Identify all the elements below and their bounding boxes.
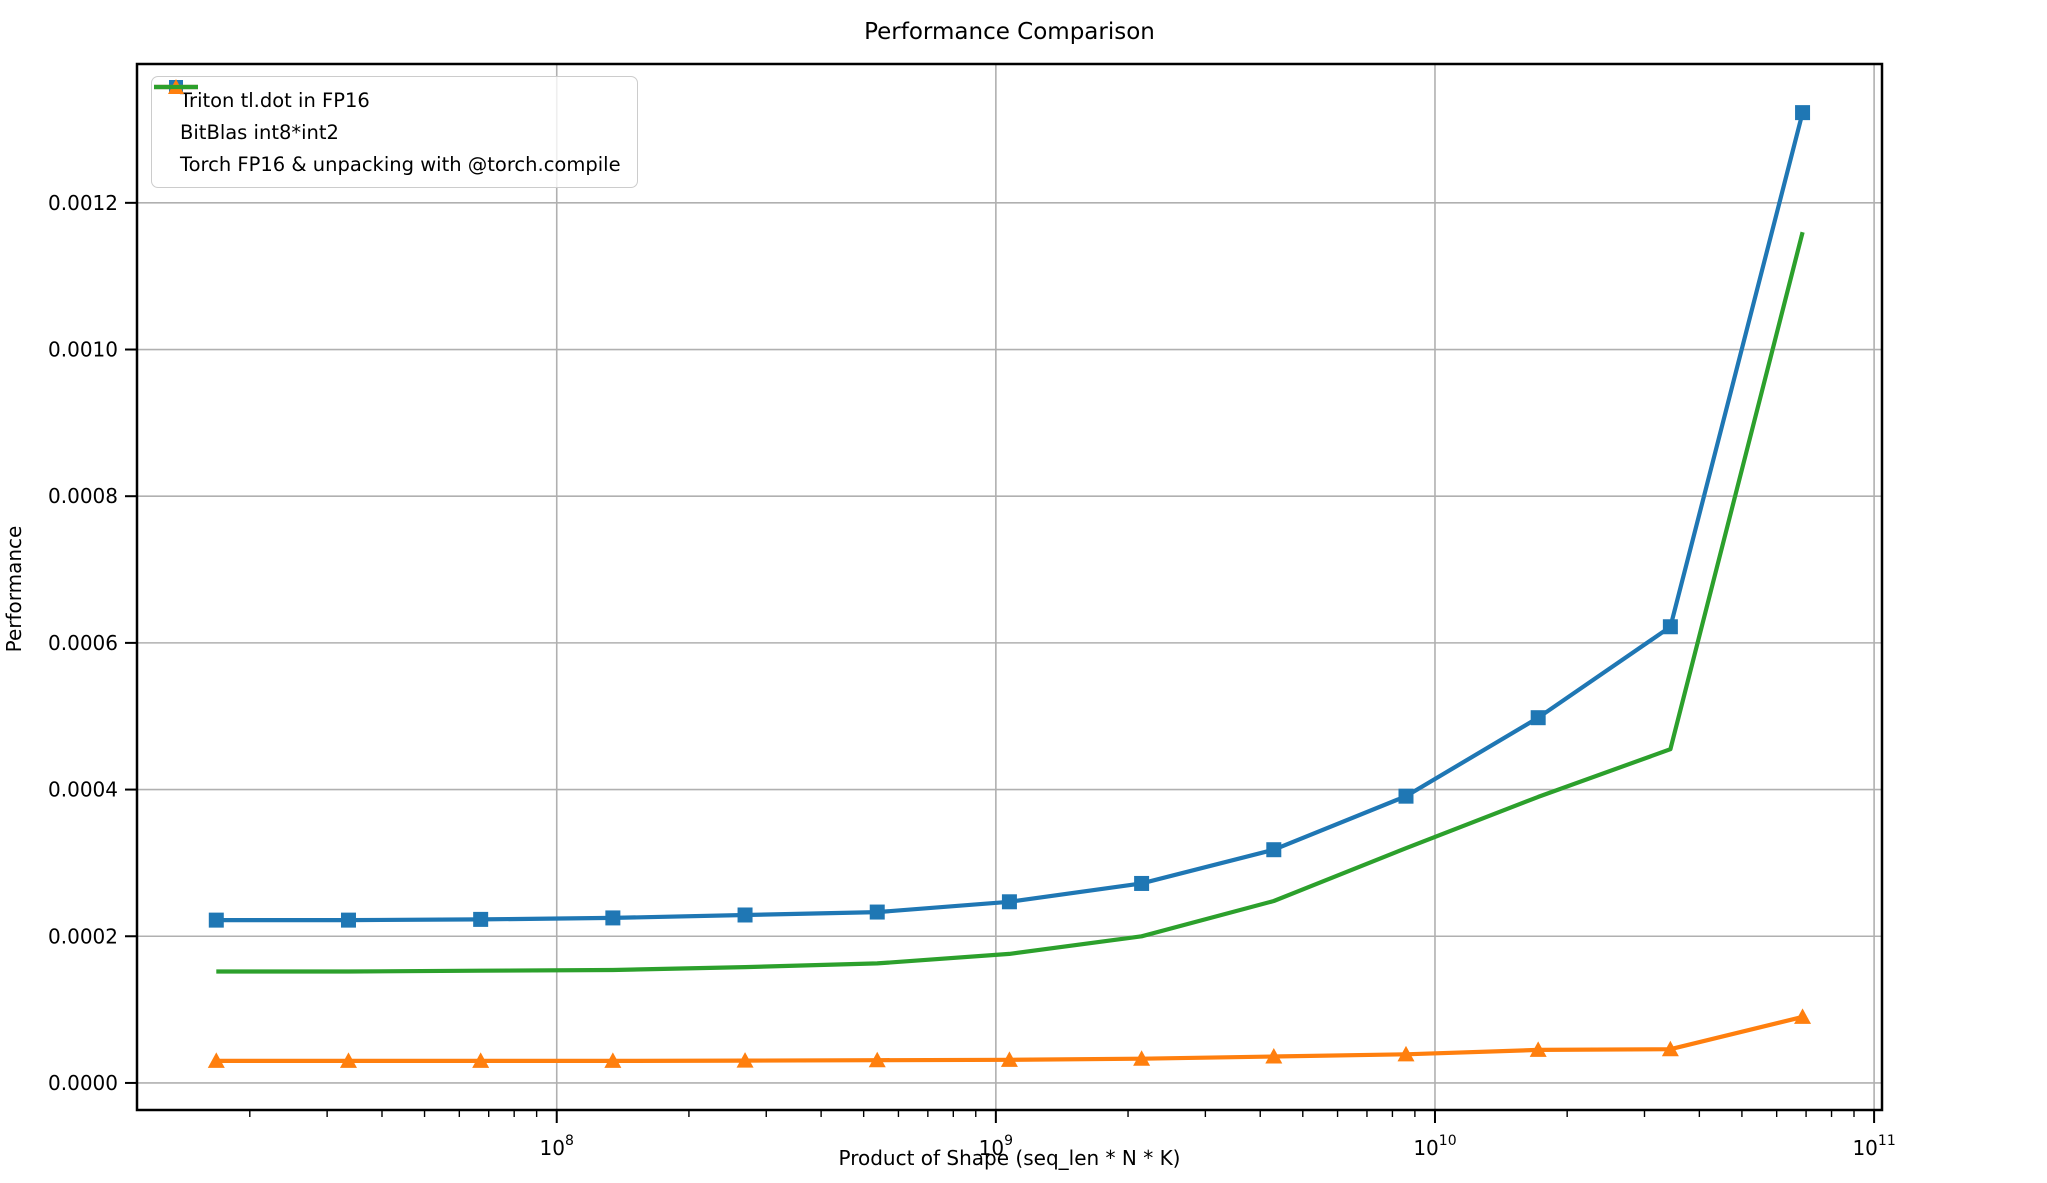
- legend-label: Torch FP16 & unpacking with @torch.compi…: [180, 152, 621, 176]
- marker-triangle: [207, 1052, 225, 1068]
- chart-title: Performance Comparison: [864, 19, 1155, 45]
- marker-square: [1266, 842, 1282, 858]
- plot-border: [135, 62, 1884, 1112]
- marker-triangle: [339, 1052, 357, 1068]
- marker-square: [1398, 788, 1414, 804]
- marker-triangle: [1529, 1041, 1547, 1057]
- y-tick-label: 0.0012: [48, 191, 118, 215]
- marker-triangle: [736, 1052, 754, 1068]
- series-line-2: [216, 231, 1805, 974]
- x-tick-label: 1010: [1413, 1133, 1456, 1160]
- y-tick-label: 0.0006: [48, 631, 118, 655]
- legend-label: BitBlas int8*int2: [180, 120, 339, 144]
- marker-square: [1134, 875, 1150, 891]
- x-tick-label: 1011: [1852, 1133, 1895, 1160]
- marker-square: [737, 907, 753, 923]
- marker-square: [869, 904, 885, 920]
- marker-square: [1795, 105, 1811, 121]
- marker-triangle: [1661, 1040, 1679, 1057]
- marker-square: [1530, 710, 1546, 726]
- x-tick-label: 108: [540, 1133, 574, 1160]
- marker-square: [340, 912, 356, 928]
- legend-entry: Torch FP16 & unpacking with @torch.compi…: [154, 84, 621, 178]
- marker-square: [605, 910, 621, 926]
- marker-triangle: [472, 1052, 490, 1068]
- legend-label: Triton tl.dot in FP16: [180, 88, 370, 112]
- y-tick-label: 0.0002: [48, 924, 118, 948]
- legend-none-swatch-icon: [154, 84, 198, 90]
- marker-triangle: [1133, 1050, 1151, 1066]
- x-axis-label: Product of Shape (seq_len * N * K): [838, 1146, 1181, 1170]
- marker-triangle: [1794, 1008, 1812, 1024]
- y-tick-label: 0.0004: [48, 778, 118, 802]
- marker-square: [473, 911, 489, 927]
- series-line-0: [216, 112, 1805, 923]
- legend-entry: Triton tl.dot in FP16: [154, 80, 621, 114]
- y-tick-label: 0.0008: [48, 484, 118, 508]
- legend-entry: BitBlas int8*int2: [154, 79, 621, 146]
- marker-triangle: [1265, 1048, 1283, 1064]
- x-tick-label: 109: [979, 1133, 1013, 1160]
- y-tick-label: 0.0010: [48, 338, 118, 362]
- marker-triangle: [1000, 1051, 1018, 1067]
- y-tick-label: 0.0000: [48, 1071, 118, 1095]
- y-axis-label: Performance: [2, 525, 26, 653]
- marker-triangle: [868, 1051, 886, 1068]
- marker-triangle: [1397, 1045, 1415, 1062]
- marker-square: [208, 912, 224, 928]
- marker-square: [1662, 619, 1678, 635]
- marker-triangle: [604, 1052, 622, 1068]
- legend: Triton tl.dot in FP16 BitBlas int8*int2 To…: [151, 76, 638, 188]
- marker-square: [1001, 894, 1017, 910]
